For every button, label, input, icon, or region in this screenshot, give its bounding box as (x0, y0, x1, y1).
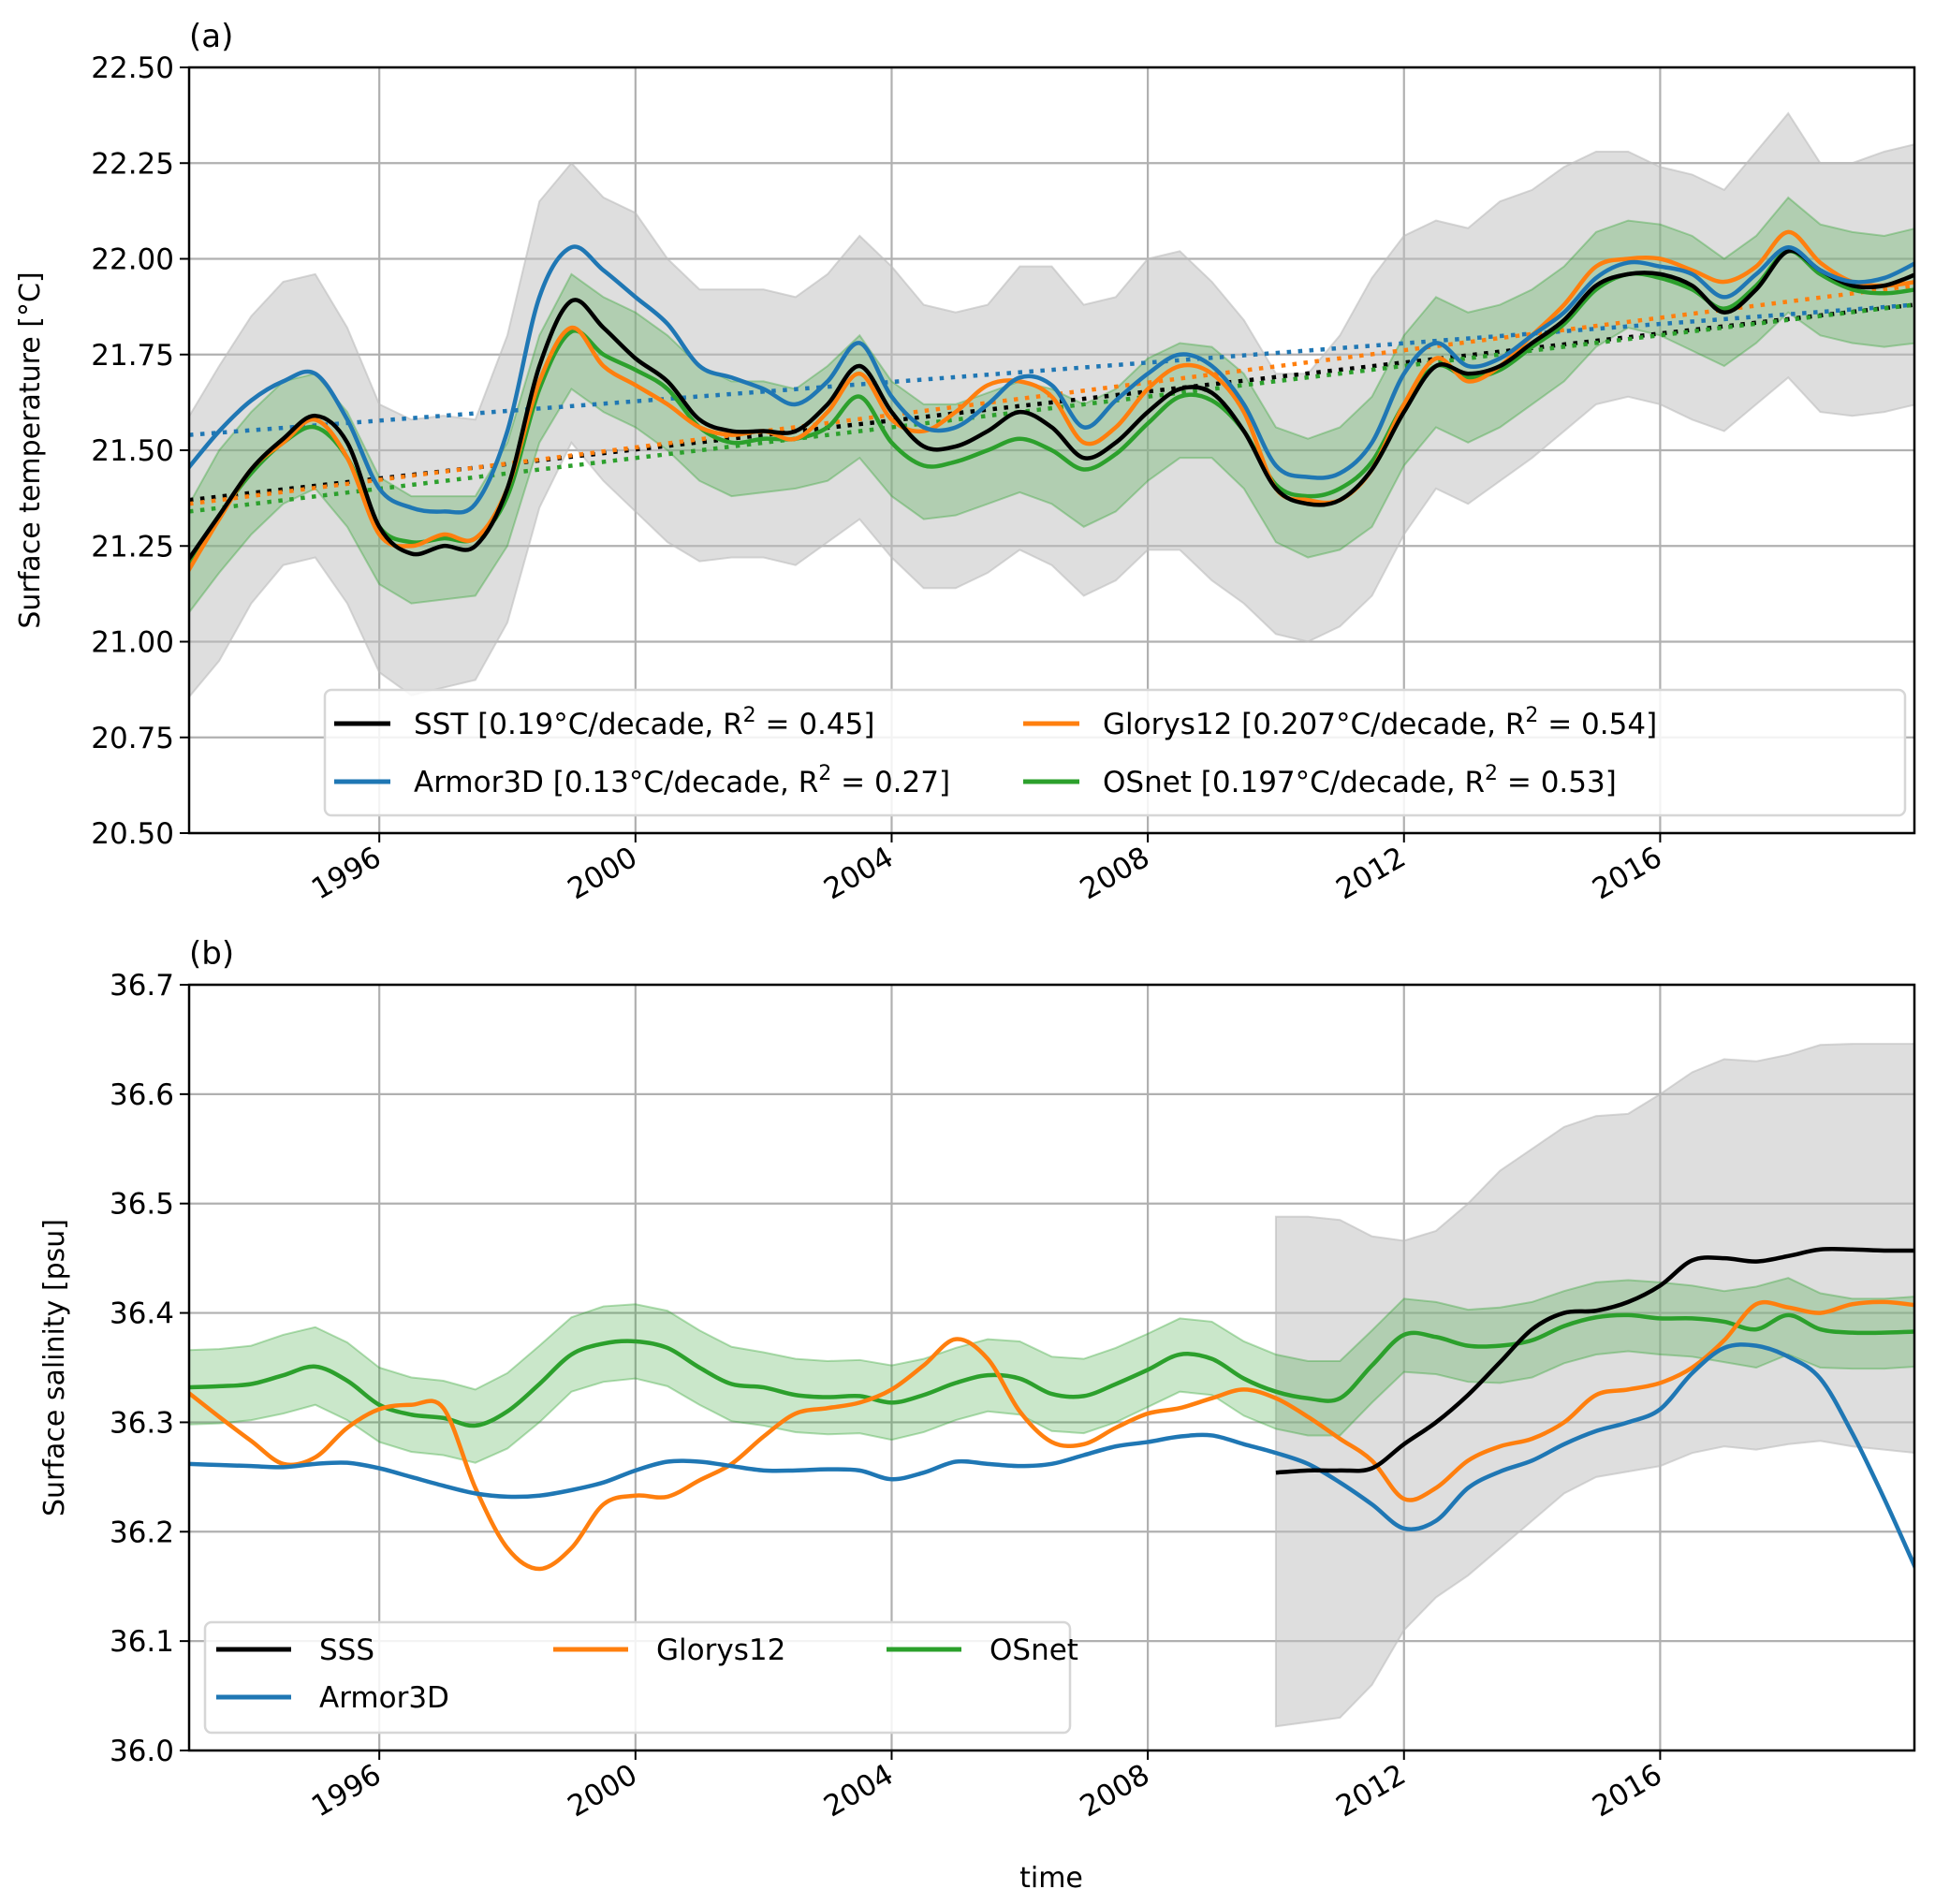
x-tick-label: 2008 (1075, 1758, 1155, 1824)
y-tick-label: 36.7 (110, 969, 174, 1003)
panel-b-salinity: 36.0 36.1 36.2 36.3 36.4 36.5 36.6 36.7 1996 2000… (38, 935, 1916, 1823)
x-tick-label: 1996 (306, 1758, 387, 1824)
legend-label-armor3d: Armor3D (319, 1681, 449, 1715)
legend-label-sss: SSS (319, 1633, 374, 1667)
x-tick-label: 2012 (1330, 1758, 1411, 1824)
spread-band (189, 111, 1914, 698)
x-tick-label: 2008 (1075, 841, 1155, 907)
legend-label-glorys12: Glorys12 [0.207°C/decade, R2 = 0.54] (1103, 704, 1657, 741)
y-tick-label: 21.00 (91, 626, 174, 660)
y-tick-label: 36.1 (110, 1625, 174, 1659)
legend-label-osnet: OSnet (989, 1633, 1078, 1667)
y-tick-label: 36.3 (110, 1406, 174, 1440)
trend-line-sst (189, 302, 1914, 503)
panel-a-legend: SST [0.19°C/decade, R2 = 0.45] Armor3D [0… (323, 688, 1907, 817)
panel-a-temperature: 20.50 20.75 21.00 21.25 21.50 21.75 22.00 22.25… (14, 18, 1916, 906)
y-tick-label: 36.4 (110, 1297, 174, 1331)
x-tick-label: 2000 (562, 1758, 642, 1824)
y-tick-label: 22.00 (91, 243, 174, 277)
y-tick-label: 36.0 (110, 1735, 174, 1768)
panel-a-y-axis-label: Surface temperature [°C] (14, 271, 47, 628)
panel-b-bands (189, 1043, 1914, 1728)
y-tick-label: 20.50 (91, 817, 174, 851)
panel-b-y-axis-label: Surface salinity [psu] (38, 1219, 71, 1516)
spread-band (189, 1277, 1914, 1464)
spread-band (1274, 1043, 1914, 1728)
series-line-sst (189, 248, 1914, 563)
plot-frame (187, 66, 1916, 835)
legend-label-armor3d: Armor3D [0.13°C/decade, R2 = 0.27] (414, 762, 950, 799)
legend-label-osnet: OSnet [0.197°C/decade, R2 = 0.53] (1103, 762, 1617, 799)
x-tick-label: 2016 (1587, 841, 1667, 907)
panel-a-bands (189, 111, 1914, 698)
spread-band (189, 196, 1914, 614)
trend-line-osnet (189, 302, 1914, 514)
y-tick-label: 22.50 (91, 51, 174, 85)
x-tick-label: 2000 (562, 841, 642, 907)
series-line-armor3d (189, 244, 1914, 515)
panel-a-label: (a) (189, 18, 233, 55)
plot-frame (187, 983, 1916, 1752)
panel-b-legend: SSS Armor3D Glorys12 OSnet (203, 1620, 1078, 1735)
y-tick-label: 22.25 (91, 147, 174, 181)
legend-label-sst: SST [0.19°C/decade, R2 = 0.45] (414, 704, 874, 741)
x-tick-label: 2016 (1587, 1758, 1667, 1824)
y-tick-label: 36.6 (110, 1078, 174, 1112)
y-tick-label: 20.75 (91, 722, 174, 755)
panel-b-label: (b) (189, 935, 234, 973)
y-tick-label: 21.75 (91, 339, 174, 373)
x-tick-label: 2004 (818, 1758, 899, 1824)
y-tick-label: 36.2 (110, 1516, 174, 1549)
x-axis-label: time (1019, 1862, 1083, 1895)
x-tick-label: 2004 (818, 841, 899, 907)
legend-label-glorys12: Glorys12 (656, 1633, 785, 1667)
legend-box (323, 688, 1907, 817)
series-line-armor3d (189, 1342, 1914, 1572)
y-tick-label: 21.50 (91, 434, 174, 468)
series-line-osnet (189, 1312, 1914, 1428)
x-tick-label: 1996 (306, 841, 387, 907)
panel-a-trend-lines (189, 283, 1914, 514)
trend-line-armor3d (189, 302, 1914, 437)
legend-box (203, 1620, 1072, 1735)
y-tick-label: 21.25 (91, 530, 174, 564)
series-line-glorys12 (189, 1299, 1914, 1572)
series-line-glorys12 (189, 229, 1914, 574)
trend-line-glorys12 (189, 283, 1914, 506)
x-tick-label: 2012 (1330, 841, 1411, 907)
series-line-sss (1275, 1246, 1914, 1475)
y-tick-label: 36.5 (110, 1188, 174, 1222)
panel-b-series-lines (189, 1246, 1914, 1572)
panel-a-series-lines (189, 229, 1914, 574)
